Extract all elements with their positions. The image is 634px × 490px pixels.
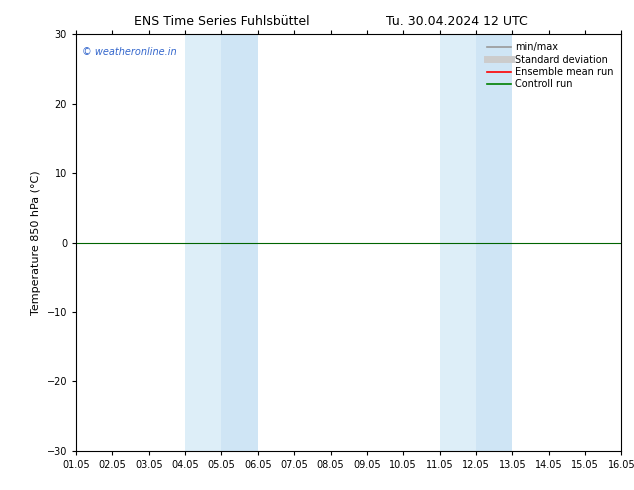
Bar [476,34,512,451]
Bar [221,34,258,451]
Text: ENS Time Series Fuhlsbüttel: ENS Time Series Fuhlsbüttel [134,15,310,28]
Bar [185,34,221,451]
Y-axis label: Temperature 850 hPa (°C): Temperature 850 hPa (°C) [31,170,41,315]
Bar [439,34,476,451]
Legend: min/max, Standard deviation, Ensemble mean run, Controll run: min/max, Standard deviation, Ensemble me… [484,39,616,92]
Text: Tu. 30.04.2024 12 UTC: Tu. 30.04.2024 12 UTC [385,15,527,28]
Text: © weatheronline.in: © weatheronline.in [82,47,176,57]
